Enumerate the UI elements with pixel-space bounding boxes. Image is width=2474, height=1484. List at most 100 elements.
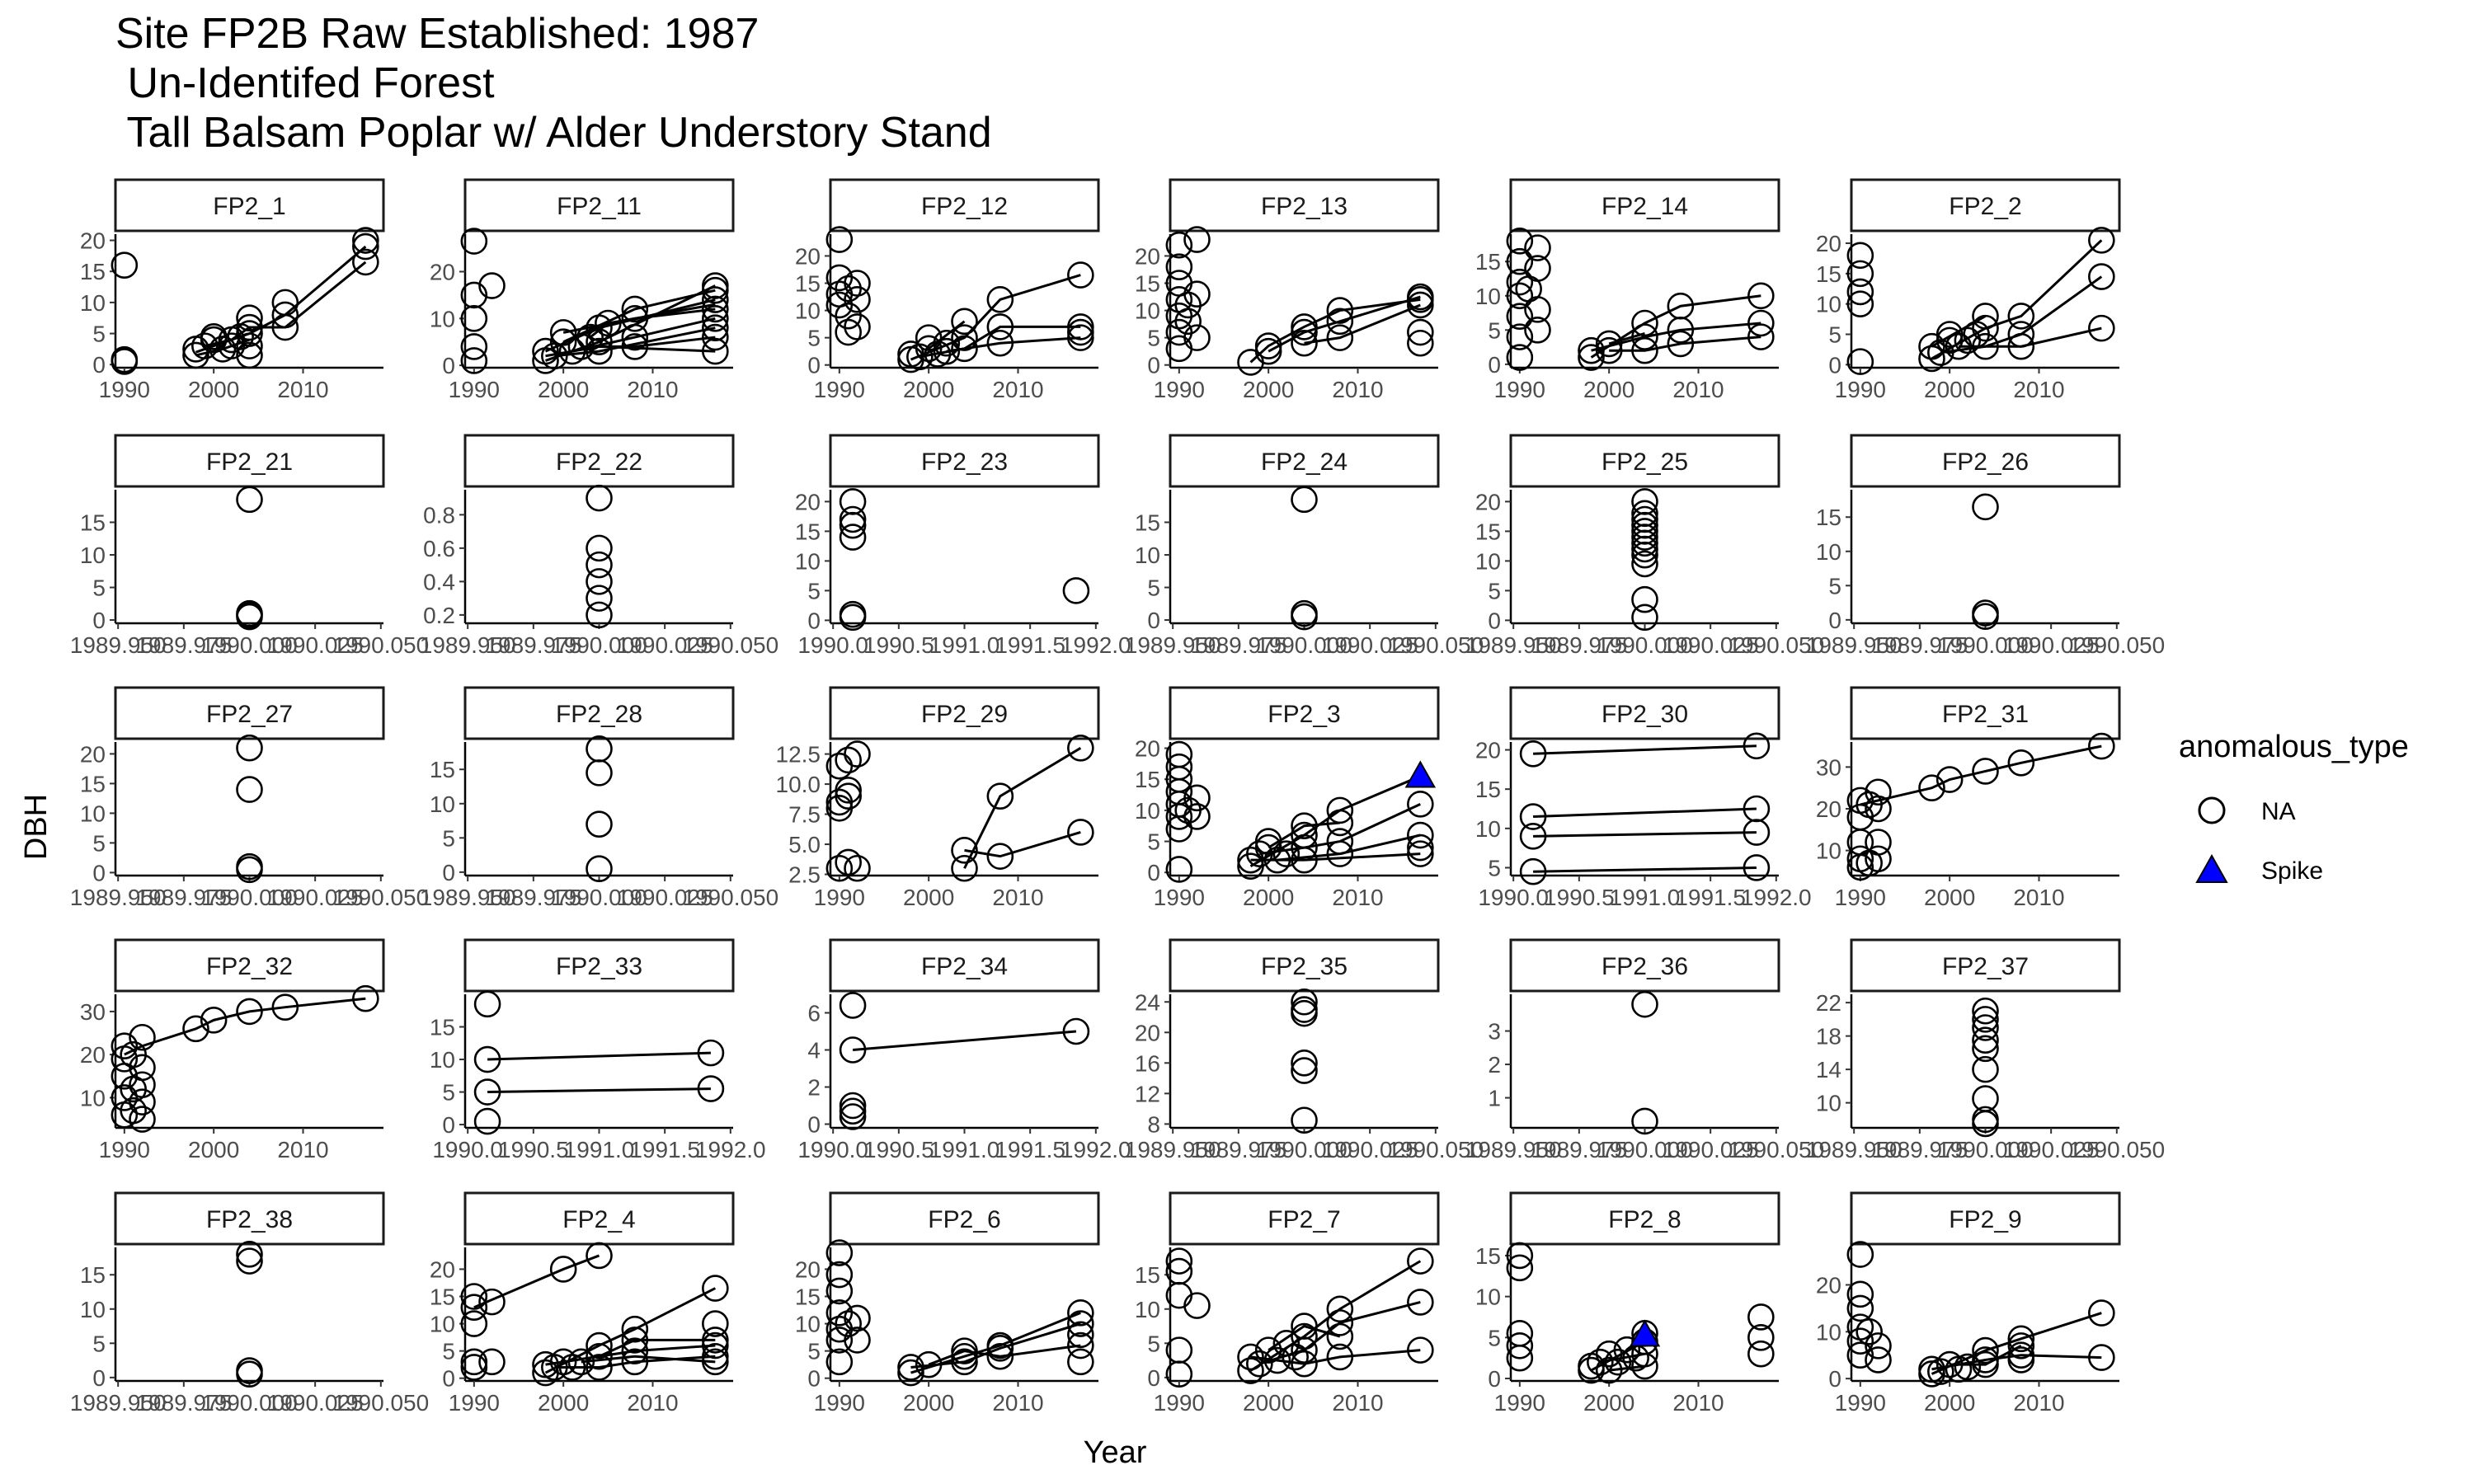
x-tick-label: 2000 (903, 377, 954, 402)
data-point (1506, 1344, 1534, 1372)
x-tick-label: 2000 (1243, 377, 1294, 402)
data-point (1326, 828, 1354, 855)
data-point (906, 343, 934, 371)
data-point (1972, 603, 1999, 630)
data-point (2007, 321, 2035, 348)
data-point (1972, 332, 1999, 360)
y-tick-label: 5 (1488, 578, 1501, 603)
data-point (191, 332, 219, 359)
y-tick-label: 0 (92, 608, 106, 633)
x-tick-label: 1989.950 (70, 885, 167, 910)
y-tick-label: 10 (1475, 816, 1501, 842)
data-point (1506, 344, 1534, 371)
x-tick-label: 1990 (99, 1137, 150, 1162)
data-point (2007, 1332, 2035, 1360)
strip-box (829, 434, 1100, 488)
data-point (1865, 795, 1892, 823)
legend-title: anomalous_type (2179, 730, 2409, 764)
tree-growth-line (1268, 295, 1421, 353)
data-point (1865, 845, 1892, 873)
facet-FP2_27: FP2_27051015201989.9501989.9751990.00019… (70, 686, 429, 910)
x-tick-label: 1990 (814, 885, 865, 910)
data-point (621, 1348, 649, 1376)
data-point (1846, 242, 1874, 270)
data-point (1846, 260, 1874, 288)
data-point (473, 990, 501, 1018)
data-point (1927, 1358, 1954, 1385)
data-point (1326, 297, 1354, 324)
data-point (839, 1036, 867, 1064)
x-tick-label: 1990 (1494, 1390, 1545, 1416)
data-point (2007, 1325, 2035, 1353)
data-point (1254, 332, 1282, 359)
y-tick-label: 14 (1816, 1057, 1841, 1082)
data-point (1846, 1294, 1874, 1322)
y-tick-label: 15 (1475, 1243, 1501, 1269)
y-tick-label: 0 (807, 1112, 821, 1138)
x-tick-label: 1990.050 (332, 885, 429, 910)
data-point (702, 1348, 729, 1376)
data-point (1407, 329, 1434, 357)
facet-FP2_7: FP2_7 0 5 10 15 1990 2000 2010 (1135, 1191, 1440, 1416)
x-tick-label: 1990.025 (2003, 632, 2100, 658)
facet-FP2_26: FP2_260510151989.9501989.9751990.0001990… (1806, 434, 2165, 658)
data-point (1291, 821, 1318, 849)
x-tick-label: 1990.025 (267, 885, 364, 910)
x-tick-label: 1990.050 (2068, 632, 2165, 658)
x-tick-label: 1989.950 (1125, 1137, 1221, 1162)
data-point (200, 1007, 228, 1034)
strip-label: FP2_26 (1942, 448, 2029, 476)
data-point (951, 308, 978, 336)
y-tick-label: 20 (795, 243, 821, 269)
x-tick-label: 2010 (992, 885, 1043, 910)
y-tick-label: 10 (430, 791, 455, 817)
data-point (236, 486, 263, 514)
data-point (1524, 296, 1551, 323)
x-tick-label: 1990.5 (863, 632, 934, 658)
data-point (702, 337, 729, 365)
strip-box (463, 686, 735, 740)
y-tick-label: 20 (795, 1256, 821, 1282)
data-point (460, 1354, 488, 1381)
x-tick-label: 1989.975 (135, 632, 232, 658)
x-tick-label: 1991.0 (564, 1137, 635, 1162)
data-point (1846, 348, 1874, 375)
x-tick-label: 1990.050 (332, 632, 429, 658)
y-tick-label: 15 (1816, 505, 1841, 530)
x-tick-label: 1991.5 (995, 1137, 1065, 1162)
y-tick-label: 22 (1816, 990, 1841, 1016)
tree-growth-line (1608, 1364, 1645, 1372)
data-point (951, 1348, 978, 1376)
x-tick-label: 1989.950 (1806, 1137, 1903, 1162)
data-point (1165, 1247, 1193, 1275)
y-tick-label: 10 (1475, 1284, 1501, 1310)
data-point (1631, 603, 1658, 632)
data-point (1972, 493, 1999, 521)
y-tick-label: 2 (1488, 1052, 1501, 1078)
data-point (2007, 303, 2035, 330)
data-point (478, 1288, 506, 1316)
tree-growth-line (1533, 866, 1757, 873)
tree-growth-line (487, 1051, 711, 1061)
data-point (1291, 1106, 1318, 1134)
data-point (271, 993, 299, 1021)
y-tick-label: 15 (430, 1284, 455, 1310)
data-point (702, 272, 729, 299)
x-tick-label: 1990.000 (201, 1390, 298, 1416)
strip-box (114, 938, 385, 993)
data-point (1067, 313, 1094, 340)
y-tick-label: 15 (80, 259, 106, 284)
data-point (702, 1310, 729, 1337)
y-tick-label: 20 (1475, 738, 1501, 763)
data-point (549, 319, 577, 346)
y-tick-label: 1 (1488, 1086, 1501, 1111)
data-point (1631, 309, 1658, 337)
x-tick-label: 1991.5 (629, 1137, 700, 1162)
data-point (1506, 323, 1534, 350)
data-point (1067, 324, 1094, 351)
data-point (951, 837, 978, 864)
y-tick-label: 3 (1488, 1019, 1501, 1045)
data-point (586, 484, 613, 512)
